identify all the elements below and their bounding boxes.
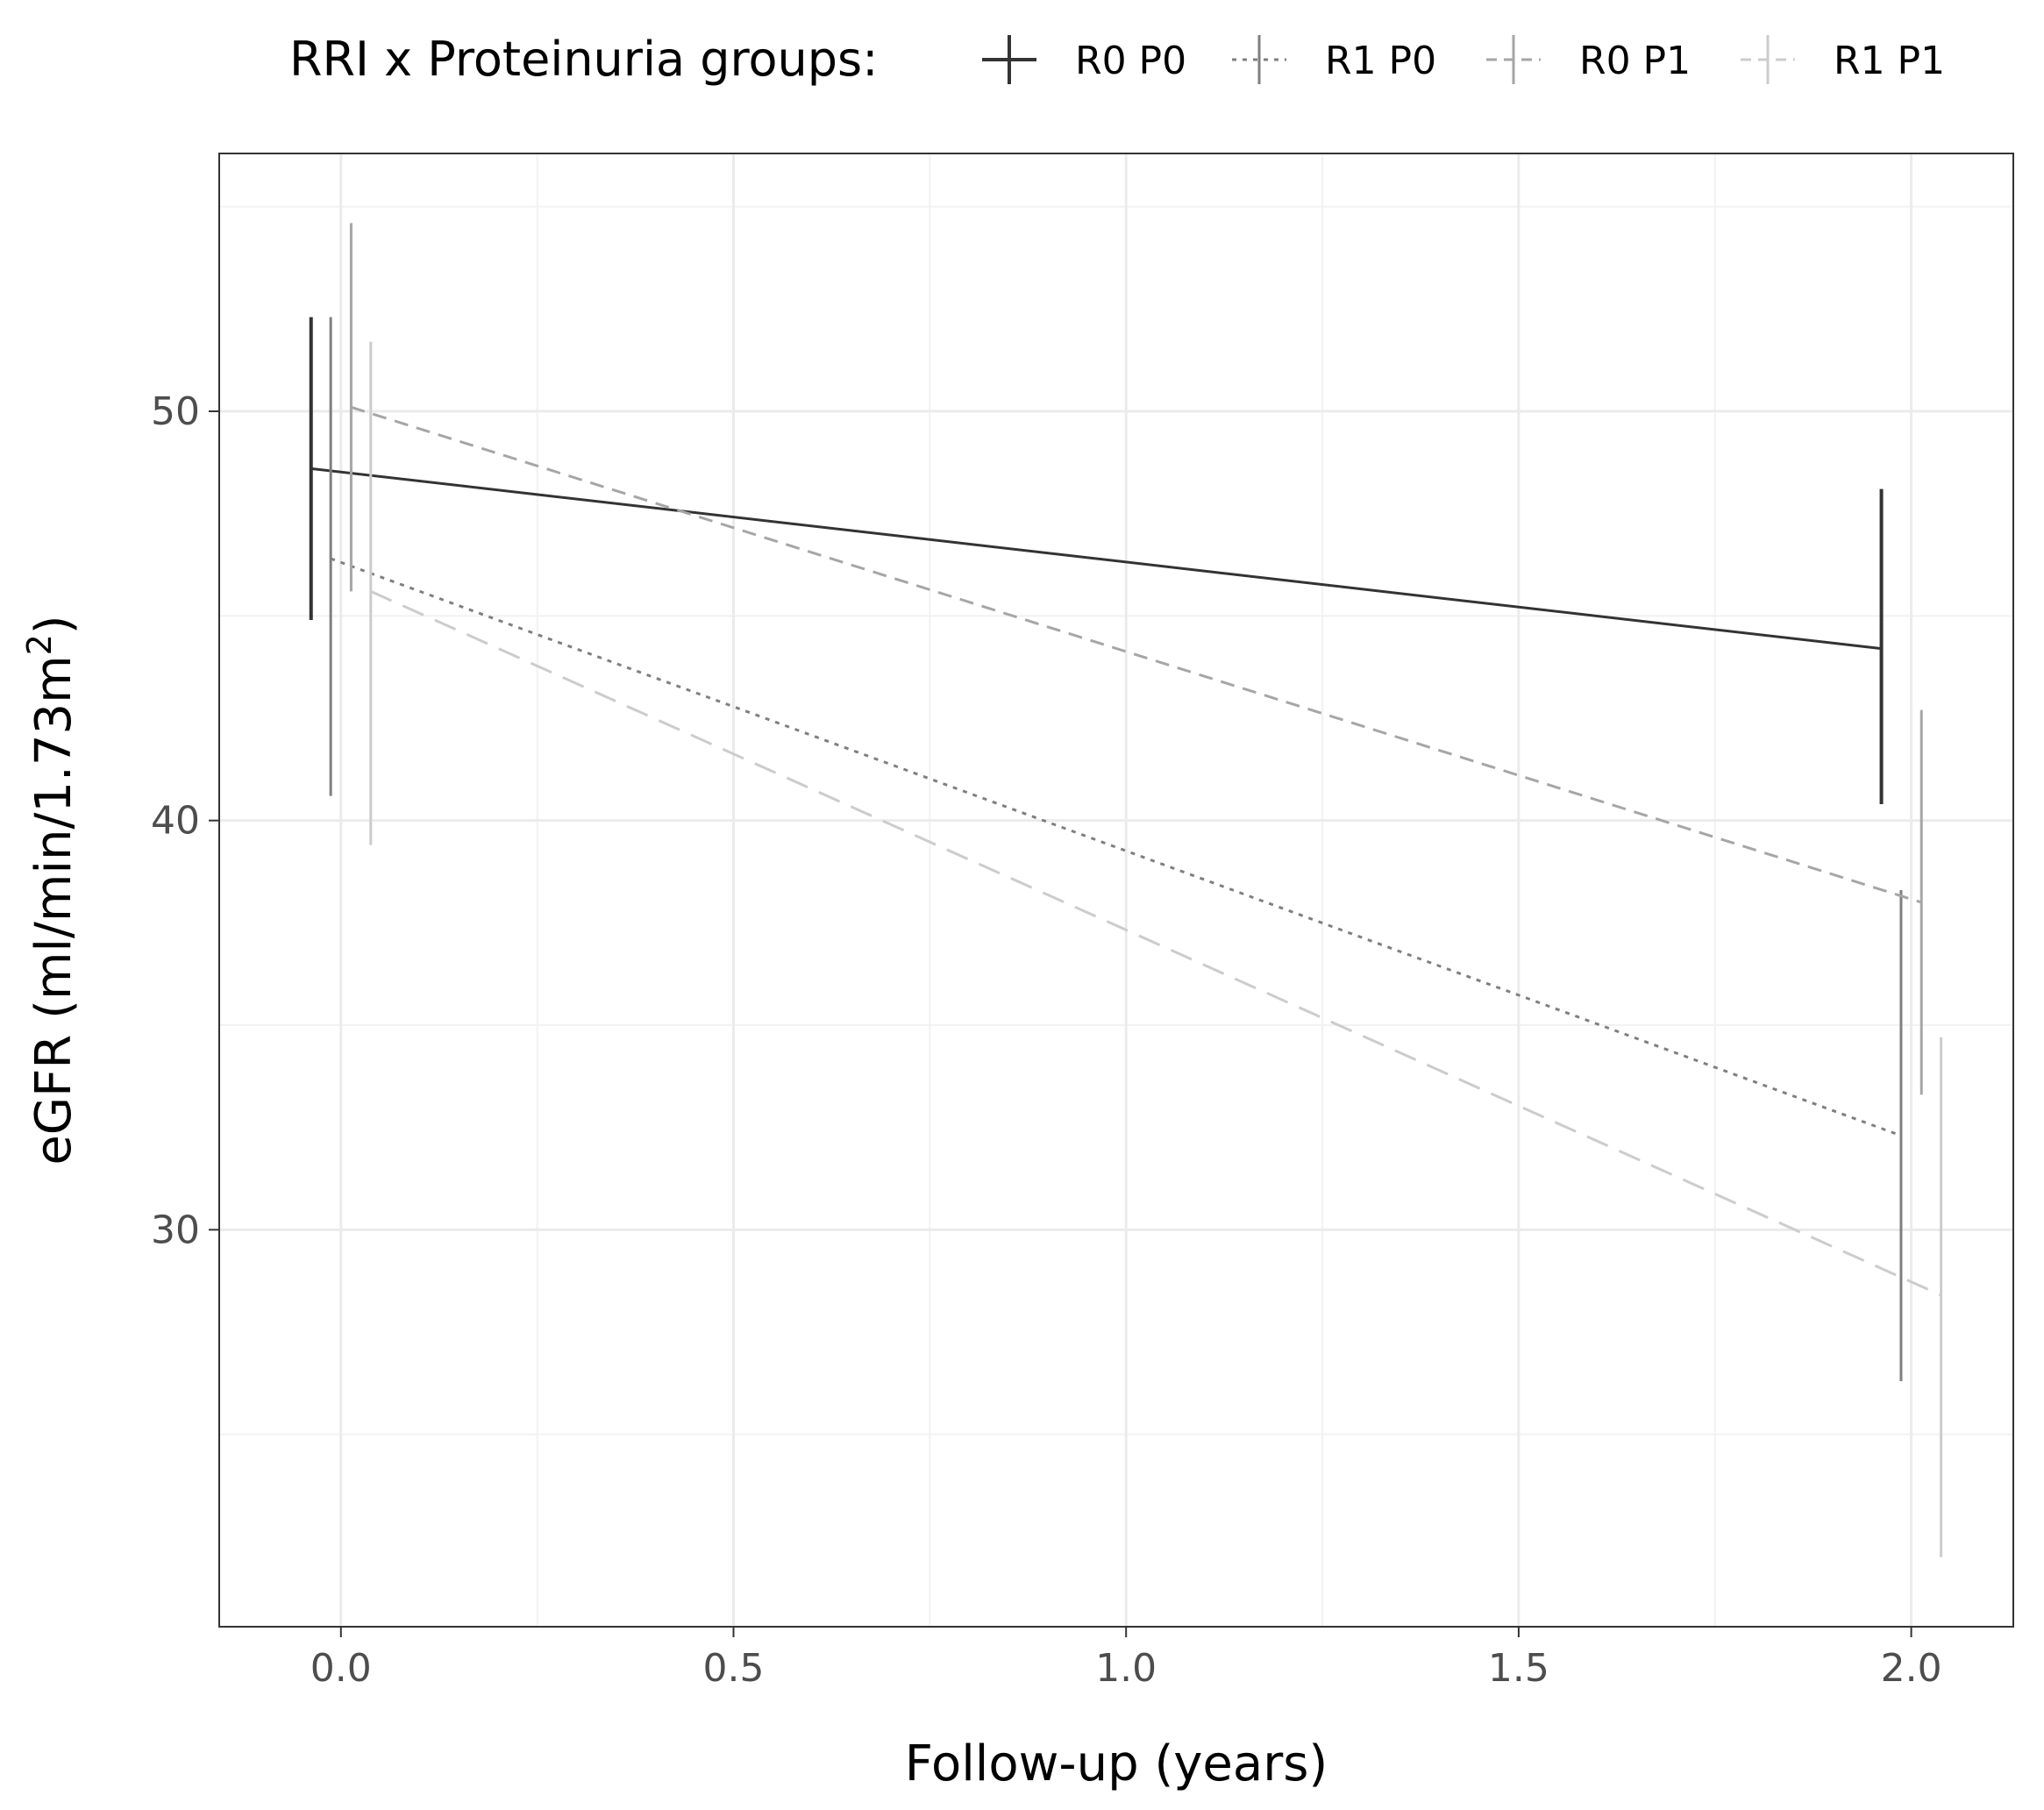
y-tick-label: 30 — [151, 1208, 200, 1252]
y-axis-title: eGFR (ml/min/1.73m2) — [20, 615, 82, 1165]
legend-item: R1 P0 — [1232, 35, 1436, 84]
axis-ticks: 0.0 0.5 1.0 1.5 2.0 30 40 50 — [151, 389, 1942, 1691]
x-tick-label: 2.0 — [1881, 1646, 1942, 1691]
legend-label: R1 P1 — [1834, 39, 1945, 83]
y-tick-label: 50 — [151, 389, 200, 434]
y-axis-title-close: ) — [25, 615, 82, 634]
legend-title: RRI x Proteinuria groups: — [289, 32, 878, 87]
legend-item: R1 P1 — [1741, 35, 1945, 84]
y-axis-title-superscript: 2 — [20, 634, 59, 655]
legend-items: R0 P0 R1 P0 R0 P1 R1 P1 — [982, 35, 1945, 84]
series-line — [350, 405, 1922, 904]
legend-label: R1 P0 — [1325, 39, 1436, 83]
grid-lines — [219, 153, 2013, 1627]
plot-panel — [219, 153, 2013, 1627]
y-axis-title-main: eGFR (ml/min/1.73m — [25, 655, 82, 1165]
series-layer — [309, 223, 1943, 1557]
x-tick-label: 0.0 — [310, 1646, 372, 1691]
y-tick-label: 40 — [151, 799, 200, 844]
plot-border — [218, 153, 2014, 1628]
series-r0-p1 — [349, 223, 1923, 1095]
series-r1-p0 — [329, 317, 1903, 1381]
x-tick-label: 1.0 — [1095, 1646, 1157, 1691]
x-tick-label: 1.5 — [1488, 1646, 1549, 1691]
legend-item: R0 P0 — [982, 35, 1186, 84]
legend-label: R0 P1 — [1579, 39, 1691, 83]
series-line — [310, 467, 1882, 651]
x-tick-label: 0.5 — [702, 1646, 764, 1691]
x-axis-title: Follow-up (years) — [905, 1735, 1328, 1792]
legend-item: R0 P1 — [1486, 35, 1691, 84]
series-line — [370, 589, 1942, 1297]
legend: RRI x Proteinuria groups: R0 P0 R1 P0 R0 P… — [289, 32, 1945, 87]
series-r1-p1 — [369, 341, 1943, 1557]
series-r0-p0 — [309, 317, 1884, 804]
legend-label: R0 P0 — [1075, 39, 1186, 83]
